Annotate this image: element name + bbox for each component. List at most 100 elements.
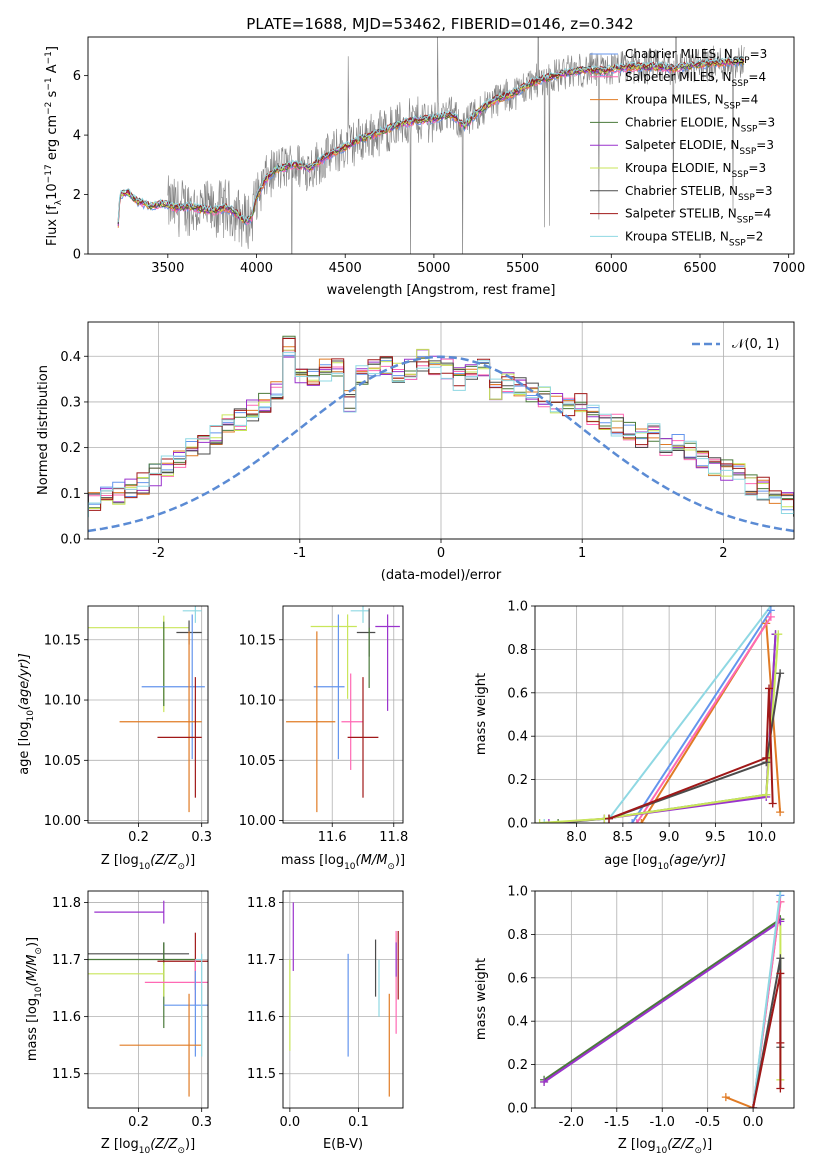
label-part: SSP [737, 216, 754, 226]
plot-area-mw_vs_Z [540, 891, 785, 1108]
label-part: =2 [746, 229, 764, 243]
label-part: age [log [17, 722, 32, 775]
label-part: −1 [44, 51, 54, 64]
label-part: mass [log [25, 998, 40, 1061]
legend-label-gauss: 𝒩(0, 1) [732, 337, 779, 352]
label-part: SSP [733, 56, 750, 66]
mw-marker-salp_stelib [605, 814, 613, 823]
label-part: (M/M [356, 853, 388, 868]
axes-frame [282, 605, 404, 824]
label-part: mass [log [281, 853, 344, 868]
x-axis-label: wavelength [Angstrom, rest frame] [327, 283, 556, 298]
legend-label-salp_stelib: Salpeter STELIB, NSSP=4 [625, 207, 771, 226]
y-tick-label: 10.10 [44, 694, 81, 709]
x-tick-label: 11.8 [379, 830, 408, 845]
mw-marker-salp_elodie [544, 819, 553, 823]
hist-chab_stelib [88, 337, 794, 517]
label-part: ⊙ [34, 947, 44, 955]
label-part: =3 [757, 115, 775, 129]
model-spectrum-chab_miles [117, 61, 745, 226]
mw-line-salp_elodie [543, 920, 781, 1083]
x-tick-label: 0 [437, 546, 445, 561]
y-tick-label: 0 [73, 248, 81, 263]
mw-line-krou_elodie [539, 634, 780, 823]
mw-marker-krou_elodie [535, 819, 544, 823]
x-tick-label: 5000 [417, 261, 450, 276]
label-part: ] [45, 46, 60, 51]
y-tick-label: 4 [73, 129, 81, 144]
label-part: )] [25, 937, 40, 947]
x-tick-label: 0.2 [128, 1115, 149, 1130]
label-part: )] [185, 853, 195, 868]
label-part: −17 [44, 164, 54, 183]
hist-salp_stelib [88, 338, 794, 511]
x-tick-label: 0.3 [191, 1115, 212, 1130]
y-tick-label: 0.8 [507, 928, 528, 943]
x-tick-label: -2 [152, 546, 165, 561]
label-part: Kroupa MILES, N [625, 93, 724, 107]
plot-area-mw_vs_age [535, 606, 785, 823]
label-part: SSP [739, 147, 756, 157]
y-tick-label: 10.15 [239, 633, 276, 648]
label-part: 10 [45, 183, 60, 200]
label-part: 10 [344, 862, 356, 872]
y-tick-label: 0.0 [60, 533, 81, 548]
x-tick-label: 3500 [151, 261, 184, 276]
x-axis-label: Z [log10(Z/Z⊙)] [618, 1137, 712, 1156]
legend-label-chab_elodie: Chabrier ELODIE, NSSP=3 [625, 115, 775, 134]
axes-frame [87, 321, 795, 540]
y-tick-label: 10.10 [239, 694, 276, 709]
label-part: SSP [732, 170, 749, 180]
mw-marker-salp_stelib [776, 1084, 785, 1093]
plot-area-residuals [88, 335, 794, 533]
axes-frame [87, 36, 795, 255]
label-part: (Z/Z [150, 853, 178, 868]
label-part: (M/M [25, 955, 40, 987]
figure-title: PLATE=1688, MJD=53462, FIBERID=0146, z=0… [246, 15, 633, 33]
x-axis-label: age [log10(age/yr)] [604, 853, 726, 872]
label-part: =3 [756, 138, 774, 152]
plot-area-age_vs_Z [88, 606, 205, 813]
label-part: Flux [f [45, 205, 60, 246]
x-tick-label: 4500 [329, 261, 362, 276]
label-part: (Z/Z [667, 1137, 695, 1152]
mw-marker-salp_stelib [776, 969, 785, 978]
y-tick-label: 0.3 [60, 395, 81, 410]
legend-label-chab_miles: Chabrier MILES, NSSP=3 [625, 47, 767, 66]
y-axis-label: mass [log10(M/M⊙)] [25, 937, 44, 1061]
mw-marker-krou_elodie [774, 630, 783, 639]
label-part: Z [log [101, 853, 139, 868]
y-tick-label: 11.5 [52, 1067, 81, 1082]
x-tick-label: 0.1 [348, 1115, 369, 1130]
y-axis-label: mass weight [474, 958, 489, 1040]
legend-label-salp_miles: Salpeter MILES, NSSP=4 [625, 70, 766, 89]
label-part: ⊙ [177, 862, 185, 872]
mw-marker-chab_miles [628, 819, 637, 823]
x-tick-label: 4000 [240, 261, 273, 276]
legend-label-salp_elodie: Salpeter ELODIE, NSSP=3 [625, 138, 774, 157]
legend-label-chab_stelib: Chabrier STELIB, NSSP=3 [625, 184, 773, 203]
x-tick-label: 8.0 [566, 830, 587, 845]
plot-area-spectrum [117, 37, 745, 254]
axes-mw_vs_age: 8.0 8.5 9.0 9.5 10.0 0.0 0.2 0.4 0.6 0.8 1.0 age [l… [474, 600, 795, 872]
y-tick-label: 11.6 [52, 1010, 81, 1025]
y-axis-label: Flux [fλ10−17 erg cm−2 s−1 A−1] [44, 46, 64, 246]
label-part: SSP [738, 193, 755, 203]
plot-area-mass_vs_ebv [289, 902, 399, 1097]
label-part: =4 [754, 207, 772, 221]
label-part: −2 [44, 102, 54, 115]
label-part: Chabrier MILES, N [625, 47, 733, 61]
axes-mw_vs_Z: -2.0 -1.5 -1.0 -0.5 0.0 0.0 0.2 0.4 0.6 0.8 1.0 Z [… [474, 885, 795, 1156]
label-part: Kroupa STELIB, N [625, 229, 729, 243]
label-part: =4 [741, 93, 759, 107]
mw-marker-salp_stelib [765, 684, 774, 693]
label-part: SSP [729, 238, 746, 248]
label-part: =3 [748, 161, 766, 175]
x-tick-label: -0.5 [695, 1115, 720, 1130]
label-part: −1 [44, 77, 54, 90]
y-axis-label: age [log10(age/yr)] [17, 653, 36, 775]
axes-mass_vs_ebv: 0.0 0.1 11.5 11.6 11.7 11.8 E(B-V) [247, 890, 404, 1152]
x-axis-label: E(B-V) [323, 1137, 363, 1152]
mw-line-chab_elodie [543, 918, 781, 1081]
y-tick-label: 0.2 [507, 1058, 528, 1073]
